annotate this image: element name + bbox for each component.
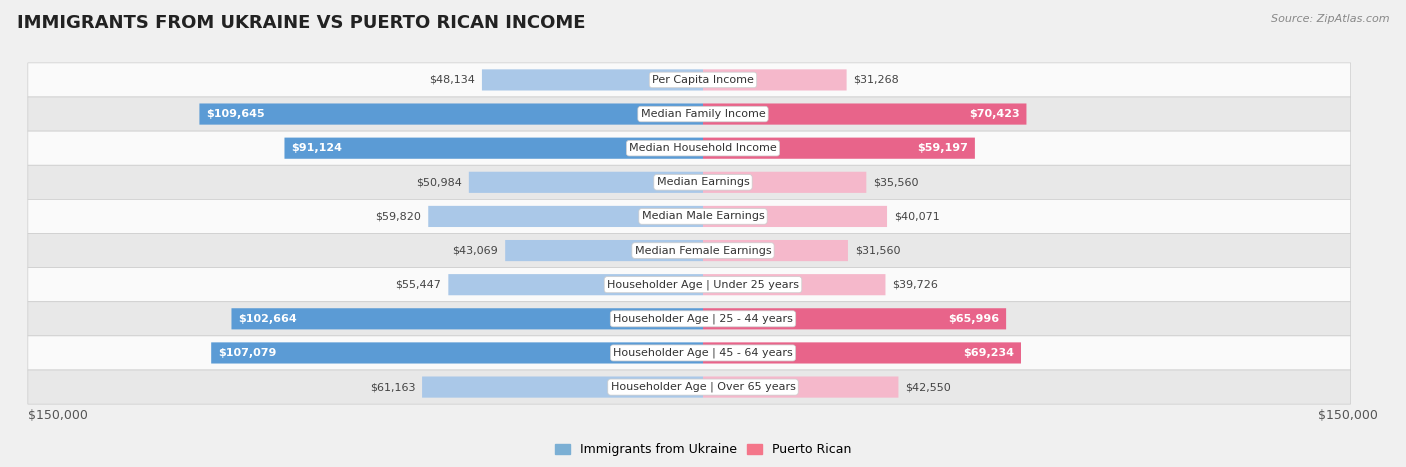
FancyBboxPatch shape [703, 342, 1021, 363]
FancyBboxPatch shape [28, 370, 1351, 404]
FancyBboxPatch shape [28, 336, 1351, 370]
FancyBboxPatch shape [28, 268, 1351, 302]
Text: Householder Age | Under 25 years: Householder Age | Under 25 years [607, 279, 799, 290]
Text: $59,820: $59,820 [375, 212, 422, 221]
Text: $48,134: $48,134 [429, 75, 475, 85]
Text: $35,560: $35,560 [873, 177, 918, 187]
FancyBboxPatch shape [284, 138, 703, 159]
Text: Source: ZipAtlas.com: Source: ZipAtlas.com [1271, 14, 1389, 24]
Text: Householder Age | Over 65 years: Householder Age | Over 65 years [610, 382, 796, 392]
FancyBboxPatch shape [468, 172, 703, 193]
FancyBboxPatch shape [703, 104, 1026, 125]
Text: $150,000: $150,000 [1319, 409, 1378, 422]
FancyBboxPatch shape [28, 97, 1351, 131]
Text: Median Household Income: Median Household Income [628, 143, 778, 153]
FancyBboxPatch shape [703, 240, 848, 261]
Text: $50,984: $50,984 [416, 177, 463, 187]
FancyBboxPatch shape [703, 308, 1007, 329]
Text: Householder Age | 25 - 44 years: Householder Age | 25 - 44 years [613, 313, 793, 324]
FancyBboxPatch shape [28, 165, 1351, 199]
FancyBboxPatch shape [505, 240, 703, 261]
Text: $91,124: $91,124 [291, 143, 343, 153]
FancyBboxPatch shape [703, 206, 887, 227]
FancyBboxPatch shape [429, 206, 703, 227]
Text: Householder Age | 45 - 64 years: Householder Age | 45 - 64 years [613, 348, 793, 358]
Text: $69,234: $69,234 [963, 348, 1014, 358]
FancyBboxPatch shape [703, 172, 866, 193]
Text: $59,197: $59,197 [917, 143, 967, 153]
FancyBboxPatch shape [211, 342, 703, 363]
Text: $31,560: $31,560 [855, 246, 900, 255]
Text: $39,726: $39,726 [893, 280, 938, 290]
Legend: Immigrants from Ukraine, Puerto Rican: Immigrants from Ukraine, Puerto Rican [550, 439, 856, 461]
Text: $102,664: $102,664 [239, 314, 297, 324]
FancyBboxPatch shape [28, 199, 1351, 234]
FancyBboxPatch shape [28, 302, 1351, 336]
Text: Median Female Earnings: Median Female Earnings [634, 246, 772, 255]
FancyBboxPatch shape [449, 274, 703, 295]
FancyBboxPatch shape [482, 70, 703, 91]
Text: $42,550: $42,550 [905, 382, 950, 392]
FancyBboxPatch shape [703, 274, 886, 295]
Text: Median Male Earnings: Median Male Earnings [641, 212, 765, 221]
Text: $150,000: $150,000 [28, 409, 87, 422]
Text: $61,163: $61,163 [370, 382, 415, 392]
FancyBboxPatch shape [232, 308, 703, 329]
FancyBboxPatch shape [28, 131, 1351, 165]
Text: $31,268: $31,268 [853, 75, 900, 85]
Text: IMMIGRANTS FROM UKRAINE VS PUERTO RICAN INCOME: IMMIGRANTS FROM UKRAINE VS PUERTO RICAN … [17, 14, 585, 32]
Text: $65,996: $65,996 [948, 314, 1000, 324]
FancyBboxPatch shape [28, 234, 1351, 268]
FancyBboxPatch shape [28, 63, 1351, 97]
Text: $40,071: $40,071 [894, 212, 939, 221]
Text: $107,079: $107,079 [218, 348, 277, 358]
FancyBboxPatch shape [703, 70, 846, 91]
Text: $55,447: $55,447 [395, 280, 441, 290]
FancyBboxPatch shape [200, 104, 703, 125]
FancyBboxPatch shape [703, 138, 974, 159]
FancyBboxPatch shape [422, 376, 703, 398]
Text: $70,423: $70,423 [969, 109, 1019, 119]
Text: Median Earnings: Median Earnings [657, 177, 749, 187]
Text: $43,069: $43,069 [453, 246, 498, 255]
Text: Per Capita Income: Per Capita Income [652, 75, 754, 85]
FancyBboxPatch shape [703, 376, 898, 398]
Text: Median Family Income: Median Family Income [641, 109, 765, 119]
Text: $109,645: $109,645 [207, 109, 264, 119]
